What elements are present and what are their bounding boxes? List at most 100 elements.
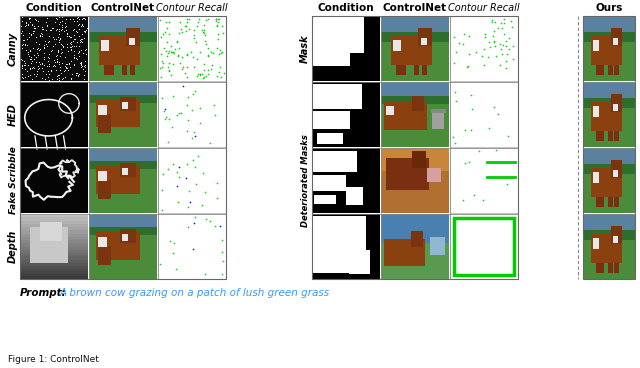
Point <box>63 48 73 54</box>
Point <box>51 36 61 42</box>
Point <box>172 183 182 189</box>
Bar <box>596 65 601 74</box>
Point <box>65 42 76 47</box>
Point <box>45 28 55 33</box>
Point <box>73 73 83 79</box>
Point <box>42 15 52 21</box>
Point <box>70 55 81 61</box>
Bar <box>89 103 157 147</box>
Bar <box>89 227 157 235</box>
Point <box>44 77 54 82</box>
Point <box>170 46 180 52</box>
Bar <box>591 35 622 65</box>
Point <box>487 17 497 23</box>
Point <box>17 18 28 24</box>
Point <box>197 71 207 77</box>
Point <box>20 63 31 68</box>
Point <box>176 26 186 32</box>
Point <box>195 72 205 78</box>
Point <box>484 45 495 50</box>
Point <box>22 62 33 68</box>
Point <box>164 48 174 54</box>
Point <box>161 53 172 59</box>
Point <box>198 170 209 176</box>
Point <box>81 27 92 33</box>
Point <box>493 25 503 31</box>
Point <box>77 16 87 22</box>
Bar <box>20 276 88 280</box>
Point <box>24 30 34 36</box>
Point <box>180 22 191 28</box>
Point <box>56 24 67 30</box>
Point <box>60 74 70 79</box>
Point <box>74 71 84 77</box>
Point <box>195 49 205 55</box>
Point <box>64 60 74 66</box>
Point <box>463 63 474 69</box>
Point <box>217 237 227 243</box>
Point <box>163 64 173 70</box>
Point <box>448 134 458 139</box>
Bar <box>98 171 107 181</box>
Point <box>158 31 168 37</box>
Point <box>212 31 223 37</box>
Bar <box>608 131 613 141</box>
Bar <box>393 39 401 51</box>
Bar <box>450 148 518 213</box>
Bar <box>20 234 88 237</box>
Bar <box>20 217 88 221</box>
Point <box>61 61 72 67</box>
Point <box>74 33 84 39</box>
Bar <box>428 167 441 182</box>
Point <box>45 67 56 73</box>
Point <box>65 44 76 50</box>
Point <box>79 15 89 21</box>
Point <box>51 16 61 22</box>
Bar <box>20 237 88 241</box>
Point <box>50 59 60 65</box>
Bar <box>381 96 449 104</box>
Point <box>165 238 175 244</box>
Bar <box>422 65 427 74</box>
Bar <box>413 65 419 74</box>
Point <box>60 67 70 73</box>
Bar <box>583 16 635 279</box>
Point <box>498 42 508 48</box>
Bar <box>431 109 445 113</box>
Bar <box>583 42 635 81</box>
Bar <box>89 148 157 161</box>
Point <box>487 19 497 25</box>
Point <box>56 50 66 56</box>
Point <box>52 73 62 79</box>
Point <box>29 71 40 77</box>
Point <box>182 51 192 57</box>
Point <box>38 54 49 60</box>
Point <box>47 25 57 31</box>
Point <box>55 36 65 42</box>
Point <box>65 39 76 45</box>
Bar <box>401 65 406 74</box>
Point <box>168 61 178 67</box>
Point <box>169 240 179 245</box>
Bar <box>89 42 157 81</box>
Point <box>80 16 90 22</box>
Bar <box>96 100 140 127</box>
Point <box>65 46 76 52</box>
Bar <box>98 105 107 115</box>
Point <box>181 175 191 181</box>
Point <box>72 39 82 45</box>
Bar <box>596 197 601 206</box>
Point <box>157 59 168 64</box>
Point <box>203 16 213 22</box>
Point <box>29 28 39 33</box>
Point <box>200 32 210 38</box>
Point <box>175 60 186 66</box>
Point <box>68 36 79 42</box>
Point <box>72 70 82 76</box>
Point <box>72 72 83 78</box>
Point <box>40 77 50 82</box>
Point <box>212 180 222 186</box>
Point <box>195 105 205 110</box>
Point <box>163 139 173 145</box>
Point <box>68 61 79 67</box>
